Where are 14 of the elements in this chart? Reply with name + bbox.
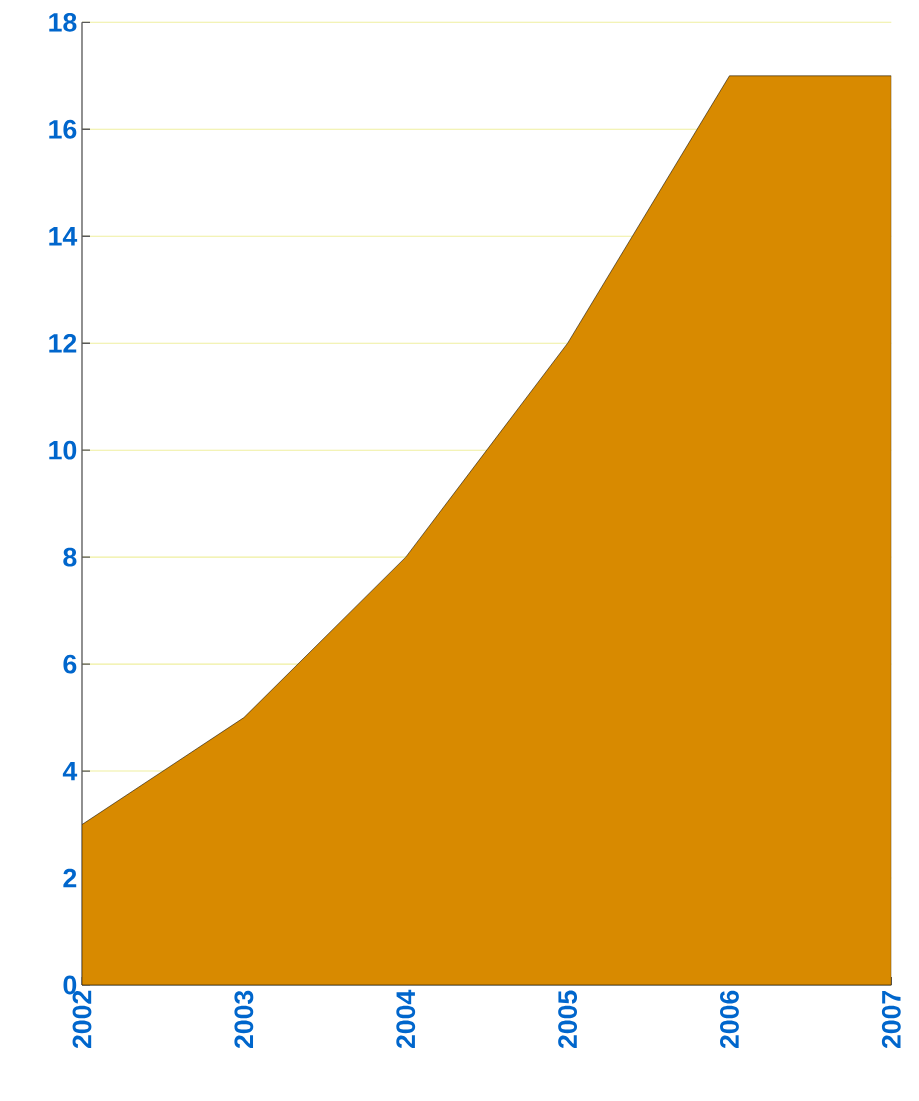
x-tick-label: 2006 xyxy=(720,990,739,1049)
y-tick-label: 8 xyxy=(63,547,77,567)
y-tick-label: 12 xyxy=(49,333,77,353)
x-tick-label: 2004 xyxy=(396,989,416,1049)
x-tick-label: 2005 xyxy=(558,990,578,1049)
y-tick-label: 4 xyxy=(62,761,78,781)
x-tick-label: 2007 xyxy=(881,990,901,1049)
x-tick-label: 2003 xyxy=(234,990,254,1049)
y-tick-label: 10 xyxy=(49,440,77,460)
y-tick-label: 18 xyxy=(49,12,77,32)
y-tick-label: 6 xyxy=(63,654,77,674)
y-tick-label: 16 xyxy=(49,119,77,139)
y-tick-label: 2 xyxy=(63,868,77,888)
y-tick-label: 14 xyxy=(49,227,78,246)
